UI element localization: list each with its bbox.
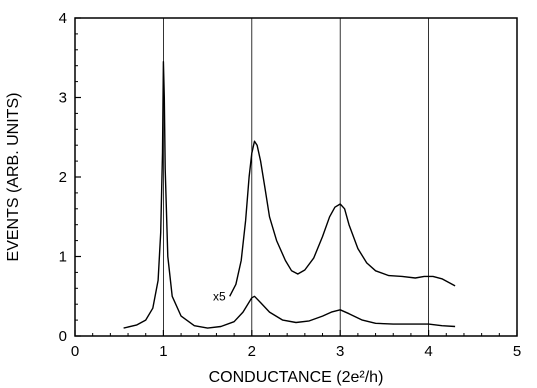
y-tick-label-1: 1 xyxy=(59,249,67,266)
axis-ticks xyxy=(75,18,517,336)
x-tick-label-1: 1 xyxy=(159,343,167,360)
y-tick-label-3: 3 xyxy=(59,90,67,107)
annotations: x5 xyxy=(213,289,226,303)
y-tick-label-4: 4 xyxy=(59,10,67,27)
tick-labels: 0 1 2 3 4 5 0 1 2 3 4 xyxy=(59,10,522,360)
x-tick-label-4: 4 xyxy=(424,343,432,360)
x-tick-label-3: 3 xyxy=(336,343,344,360)
x-tick-label-5: 5 xyxy=(513,343,521,360)
x-axis-title: CONDUCTANCE (2e²/h) xyxy=(209,369,384,386)
annotation-0: x5 xyxy=(213,289,226,303)
y-tick-label-2: 2 xyxy=(59,169,67,186)
series-line-1 xyxy=(230,141,455,296)
x-tick-label-2: 2 xyxy=(248,343,256,360)
gridlines xyxy=(163,18,428,336)
plot-frame xyxy=(75,18,517,336)
x-tick-label-0: 0 xyxy=(71,343,79,360)
series-line-0 xyxy=(124,62,456,328)
y-tick-label-0: 0 xyxy=(59,328,67,345)
y-axis-title: EVENTS (ARB. UNITS) xyxy=(5,93,22,262)
series-group xyxy=(124,62,456,328)
